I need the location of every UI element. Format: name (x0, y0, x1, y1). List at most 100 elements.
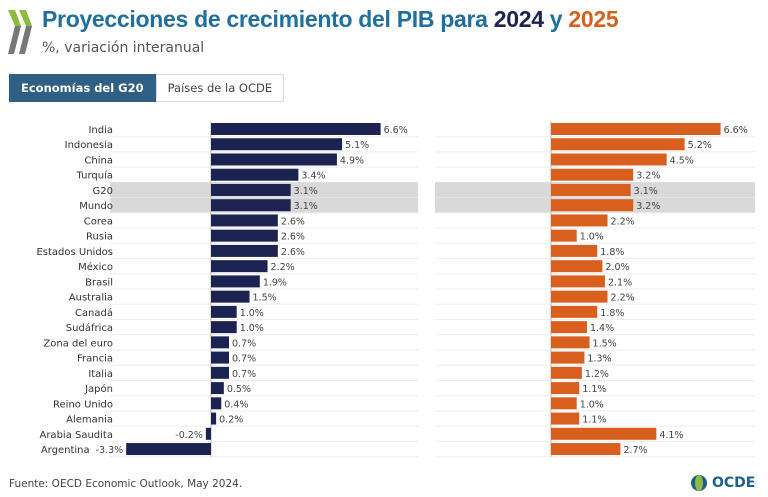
data-label: 2.6% (281, 232, 305, 243)
category-label: Arabia Saudita (39, 430, 113, 441)
data-label: 2.6% (281, 216, 305, 227)
bar-2024-Mundo[interactable] (211, 199, 291, 212)
category-label: Argentina (41, 445, 90, 456)
bar-2025-Reino Unido[interactable] (551, 397, 577, 410)
data-label: 2.2% (611, 293, 635, 304)
category-label: Italia (88, 369, 113, 380)
bar-2025-China[interactable] (551, 153, 667, 166)
category-label: Brasil (85, 277, 113, 288)
title-year-2025: 2025 (568, 6, 619, 32)
data-label: 1.1% (582, 384, 606, 395)
category-label: Turquía (76, 170, 113, 182)
data-label: 2.1% (608, 277, 632, 288)
data-label: 6.6% (384, 125, 408, 136)
data-label: 1.1% (582, 415, 606, 426)
bar-2024-Indonesia[interactable] (211, 138, 343, 151)
chart-subtitle: %, variación interanual (42, 40, 205, 56)
data-label: 0.7% (232, 338, 256, 349)
bar-2024-Italia[interactable] (211, 366, 229, 379)
bar-2025-Corea[interactable] (551, 214, 608, 227)
bar-2024-Sudáfrica[interactable] (211, 321, 237, 334)
bar-2025-Francia[interactable] (551, 351, 585, 364)
bar-2025-Zona del euro[interactable] (551, 336, 590, 349)
data-label: 0.7% (232, 369, 256, 380)
bar-2024-Alemania[interactable] (211, 412, 217, 425)
category-label: India (88, 125, 113, 136)
data-label: 2.2% (271, 262, 295, 273)
category-label: Francia (77, 354, 113, 365)
data-label: 4.1% (659, 430, 683, 441)
data-label: 5.2% (688, 140, 712, 151)
globe-icon (691, 475, 707, 491)
bar-2025-Mundo[interactable] (551, 199, 634, 212)
bar-2025-Alemania[interactable] (551, 412, 580, 425)
bar-2025-Turquía[interactable] (551, 168, 634, 181)
bar-2025-India[interactable] (551, 123, 721, 135)
bar-2024-Japón[interactable] (211, 382, 224, 395)
data-label: 3.2% (636, 201, 660, 212)
bar-2024-Francia[interactable] (211, 351, 229, 364)
category-label: Rusia (86, 232, 113, 243)
bar-2025-Italia[interactable] (551, 366, 582, 379)
bar-2024-G20[interactable] (211, 183, 291, 196)
tab-g20[interactable]: Economías del G20 (9, 74, 156, 102)
bar-2025-Japón[interactable] (551, 382, 580, 395)
data-label: 2.7% (623, 445, 647, 456)
bar-2025-G20[interactable] (551, 183, 631, 196)
bar-2025-Sudáfrica[interactable] (551, 321, 587, 334)
category-label: Alemania (66, 415, 113, 426)
category-label: Japón (84, 383, 113, 395)
bar-2025-Brasil[interactable] (551, 275, 605, 288)
data-label: 1.4% (590, 323, 614, 334)
bar-2025-Canadá[interactable] (551, 305, 598, 318)
bar-chart: India Indonesia China Turquía G20 Mundo Corea R… (36, 121, 755, 458)
source-note: Fuente: OECD Economic Outlook, May 2024. (9, 478, 243, 490)
bar-2025-Argentina[interactable] (551, 443, 621, 456)
bar-2024-Arabia Saudita[interactable] (205, 427, 211, 440)
bar-2024-Australia[interactable] (211, 290, 250, 303)
bar-2024-Corea[interactable] (211, 214, 278, 227)
category-label: Estados Unidos (36, 247, 113, 258)
bar-2024-Canadá[interactable] (211, 305, 237, 318)
bar-2025-Rusia[interactable] (551, 229, 577, 242)
data-label: -3.3% (96, 445, 124, 456)
data-label: 1.2% (585, 369, 609, 380)
bar-2024-Estados Unidos[interactable] (211, 244, 278, 257)
tab-ocde[interactable]: Países de la OCDE (155, 74, 285, 102)
data-label: 5.1% (345, 140, 369, 151)
bar-2024-Turquía[interactable] (211, 168, 299, 181)
data-label: 1.0% (580, 399, 604, 410)
chart-title: Proyecciones de crecimiento del PIB para… (42, 6, 619, 32)
data-label: 6.6% (724, 125, 748, 136)
bar-2024-Rusia[interactable] (211, 229, 278, 242)
bar-2025-Estados Unidos[interactable] (551, 244, 598, 257)
bar-2025-Indonesia[interactable] (551, 138, 685, 151)
data-label: 0.2% (219, 415, 243, 426)
bar-2024-Brasil[interactable] (211, 275, 260, 288)
bar-2025-Arabia Saudita[interactable] (551, 427, 657, 440)
data-label: 2.2% (611, 216, 635, 227)
data-label: 1.8% (600, 308, 624, 319)
category-label: G20 (93, 186, 113, 197)
category-label: Canadá (75, 307, 113, 319)
data-label: 1.5% (253, 293, 277, 304)
category-label: Mundo (79, 201, 113, 212)
bar-2025-México[interactable] (551, 260, 603, 273)
data-label: 0.7% (232, 354, 256, 365)
data-label: 4.9% (340, 155, 364, 166)
category-label: Corea (84, 216, 113, 227)
category-label: México (78, 261, 113, 273)
bar-2024-Zona del euro[interactable] (211, 336, 229, 349)
category-label: Zona del euro (43, 338, 113, 349)
data-label: 1.0% (240, 323, 264, 334)
oecd-chevron-logo (8, 10, 32, 54)
bar-2024-China[interactable] (211, 153, 337, 166)
bar-2024-Argentina[interactable] (126, 443, 211, 456)
bar-2024-México[interactable] (211, 260, 268, 273)
bar-2024-India[interactable] (211, 123, 381, 135)
data-label: 2.0% (605, 262, 629, 273)
bar-2024-Reino Unido[interactable] (211, 397, 222, 410)
data-label: 1.0% (580, 232, 604, 243)
bar-2025-Australia[interactable] (551, 290, 608, 303)
data-label: 1.8% (600, 247, 624, 258)
